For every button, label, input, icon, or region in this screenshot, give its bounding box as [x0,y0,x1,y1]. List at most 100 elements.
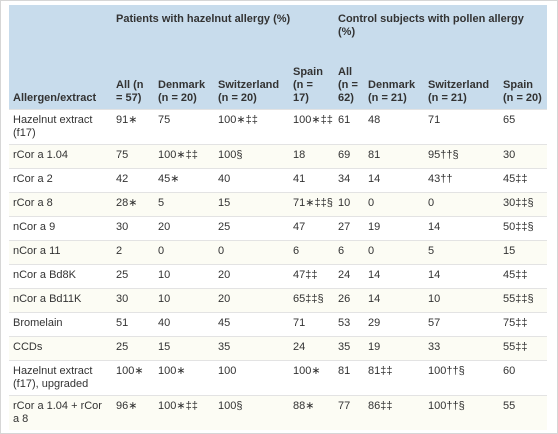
data-table: Allergen/extract Patients with hazelnut a… [9,5,548,430]
cell: 50‡‡§ [499,216,548,241]
row-label: nCor a Bd8K [9,264,112,289]
row-label: rCor a 8 [9,192,112,217]
table-row: Bromelain 51 40 45 71 53 29 57 75‡‡ [9,312,548,337]
cell: 27 [334,216,365,241]
cell: 100††§ [424,360,500,396]
row-label: Bromelain [9,312,112,337]
cell: 71∗‡‡§ [289,192,335,217]
row-label: rCor a 1.04 [9,144,112,169]
corner-header: Allergen/extract [9,5,112,110]
header-row: Allergen/extract Patients with hazelnut a… [9,5,548,110]
cell: 100∗‡‡ [289,109,335,145]
column-header: All (n = 57) [112,58,154,110]
cell: 2 [112,240,154,265]
cell: 55‡‡ [499,336,548,361]
cell: 40 [214,168,289,193]
row-label: Hazelnut extract (f17) [9,109,112,145]
cell: 30‡‡§ [499,192,548,217]
cell: 81 [334,360,365,396]
cell: 19 [364,336,425,361]
cell: 75 [154,109,214,145]
cell: 100∗‡‡ [214,109,289,145]
cell: 43†† [424,168,500,193]
cell: 0 [364,240,425,265]
cell: 10 [424,288,500,313]
cell: 40 [154,312,214,337]
table-row: Hazelnut extract (f17) 91∗ 75 100∗‡‡ 100∗‡‡ 6… [9,109,548,145]
row-label: rCor a 2 [9,168,112,193]
row-label: rCor a 1.04 + rCor a 8 [9,395,112,430]
cell: 48 [364,109,425,145]
cell: 71 [424,109,500,145]
cell: 14 [364,264,425,289]
cell: 47‡‡ [289,264,335,289]
table-row: rCor a 2 42 45∗ 40 41 34 14 43†† 45‡‡ [9,168,548,193]
cell: 25 [112,336,154,361]
table-row: rCor a 1.04 75 100∗‡‡ 100§ 18 69 81 95††§ 30 [9,144,548,169]
cell: 88∗ [289,395,335,430]
cell: 19 [364,216,425,241]
cell: 53 [334,312,365,337]
cell: 33 [424,336,500,361]
cell: 61 [334,109,365,145]
cell: 41 [289,168,335,193]
row-label: Hazelnut extract (f17), upgraded [9,360,112,396]
cell: 100§ [214,395,289,430]
cell: 14 [364,288,425,313]
cell: 30 [499,144,548,169]
cell: 65‡‡§ [289,288,335,313]
cell: 45 [214,312,289,337]
cell: 18 [289,144,335,169]
table-row: Hazelnut extract (f17), upgraded 100∗ 100∗… [9,360,548,396]
row-label: nCor a Bd11K [9,288,112,313]
table-body: Hazelnut extract (f17) 91∗ 75 100∗‡‡ 100∗‡‡ 6… [9,109,548,430]
cell: 100∗‡‡ [154,144,214,169]
column-header: Switzerland (n = 20) [214,58,289,110]
cell: 81 [364,144,425,169]
cell: 45‡‡ [499,168,548,193]
cell: 20 [154,216,214,241]
cell: 96∗ [112,395,154,430]
cell: 35 [334,336,365,361]
column-header: Denmark (n = 20) [154,58,214,110]
row-label: nCor a 9 [9,216,112,241]
cell: 25 [214,216,289,241]
cell: 60 [499,360,548,396]
cell: 10 [154,264,214,289]
table-row: nCor a 9 30 20 25 47 27 19 14 50‡‡§ [9,216,548,241]
cell: 71 [289,312,335,337]
cell: 100∗‡‡ [154,395,214,430]
cell: 75 [112,144,154,169]
cell: 55 [499,395,548,430]
cell: 6 [334,240,365,265]
table-row: nCor a 11 2 0 0 6 6 0 5 15 [9,240,548,265]
cell: 14 [424,264,500,289]
column-header: All (n = 62) [334,58,365,110]
cell: 10 [154,288,214,313]
cell: 10 [334,192,365,217]
cell: 20 [214,264,289,289]
cell: 100 [214,360,289,396]
table-row: rCor a 8 28∗ 5 15 71∗‡‡§ 10 0 0 30‡‡§ [9,192,548,217]
table-row: nCor a Bd8K 25 10 20 47‡‡ 24 14 14 45‡‡ [9,264,548,289]
cell: 30 [112,216,154,241]
cell: 75‡‡ [499,312,548,337]
cell: 100∗ [154,360,214,396]
row-label: nCor a 11 [9,240,112,265]
cell: 77 [334,395,365,430]
cell: 45‡‡ [499,264,548,289]
cell: 69 [334,144,365,169]
row-label: CCDs [9,336,112,361]
cell: 86‡‡ [364,395,425,430]
cell: 20 [214,288,289,313]
cell: 26 [334,288,365,313]
cell: 14 [364,168,425,193]
cell: 15 [214,192,289,217]
cell: 45∗ [154,168,214,193]
cell: 5 [424,240,500,265]
cell: 35 [214,336,289,361]
column-header: Spain (n = 20) [499,58,548,110]
cell: 51 [112,312,154,337]
group-header: Patients with hazelnut allergy (%) [112,5,335,58]
cell: 100∗ [112,360,154,396]
